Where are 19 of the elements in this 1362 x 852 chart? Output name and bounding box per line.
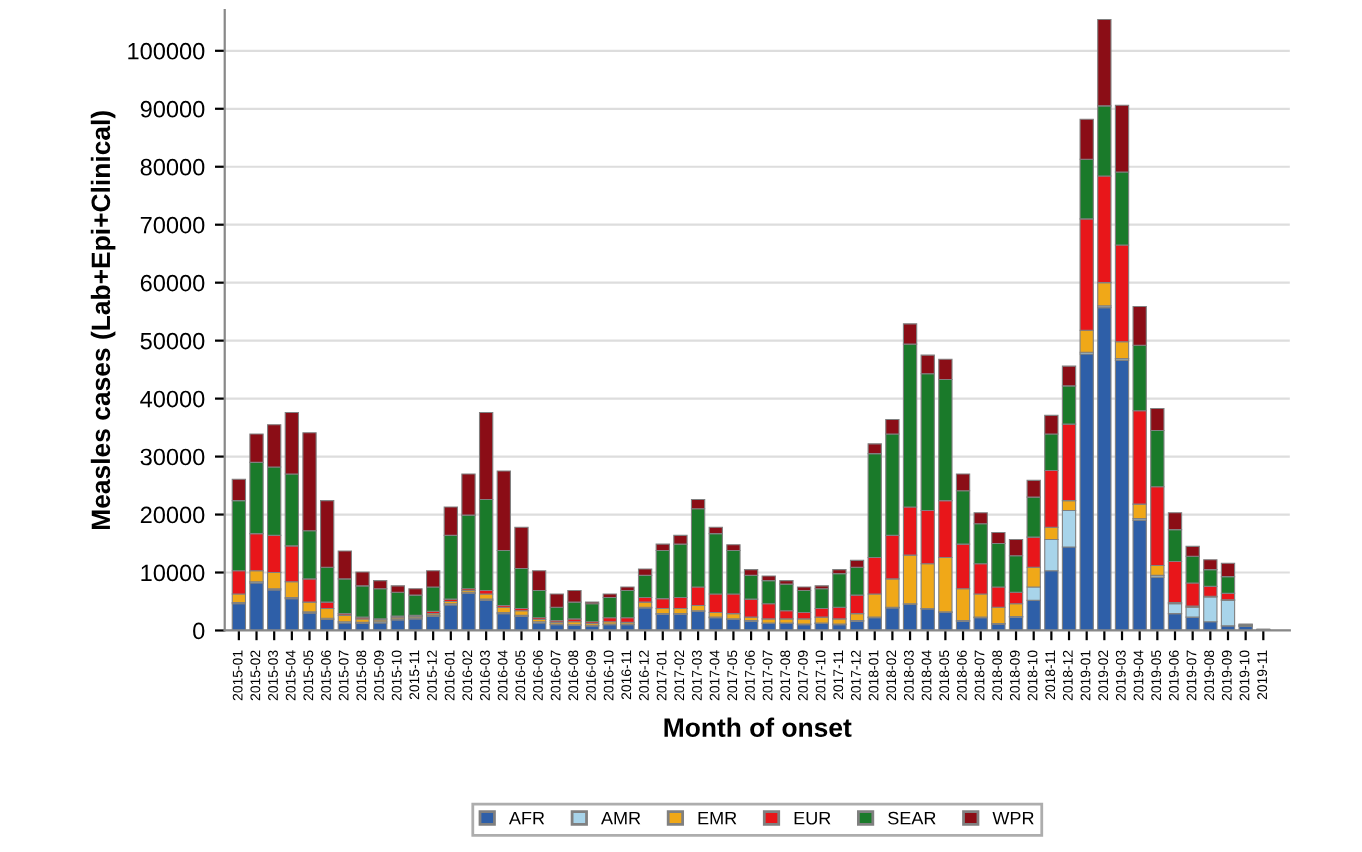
legend-label: AFR	[508, 811, 545, 825]
legend-label: EUR	[794, 811, 831, 825]
legend-label: AMR	[601, 811, 641, 825]
x-axis-title: Month of onset	[664, 717, 852, 737]
y-tick-label: 100000	[128, 42, 205, 60]
legend-label: EMR	[698, 811, 737, 825]
legend-label: WPR	[992, 811, 1034, 825]
y-tick-label: 0	[193, 622, 205, 640]
y-axis-title: Measles cases (Lab+Epi+Clinical)	[90, 111, 116, 530]
y-tick-label: 50000	[140, 332, 205, 350]
y-tick-label: 40000	[140, 390, 205, 408]
y-tick-label: 20000	[140, 506, 205, 524]
y-tick-label: 70000	[140, 216, 205, 234]
y-tick-label: 10000	[141, 564, 205, 582]
legend-label: SEAR	[888, 811, 936, 825]
y-tick-label: 30000	[140, 448, 205, 466]
y-tick-label: 90000	[140, 100, 205, 118]
y-tick-label: 60000	[140, 274, 205, 292]
y-tick-label: 80000	[140, 158, 205, 176]
